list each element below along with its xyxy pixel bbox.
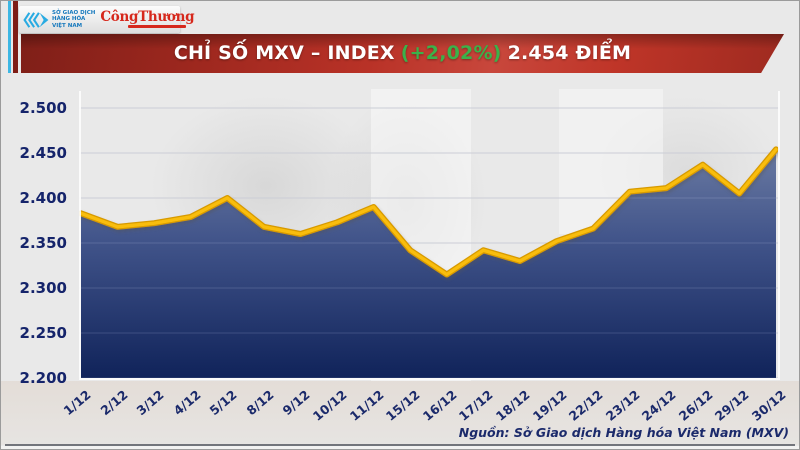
area-chart [79, 91, 780, 380]
chart-plot-area [79, 91, 780, 380]
y-axis-tick-label: 2.450 [19, 144, 67, 162]
chart-title-value: 2.454 ĐIỂM [507, 42, 632, 64]
chart-title-change: (+2,02%) [400, 42, 502, 64]
congthuong-wordmark: CôngThương [100, 8, 195, 25]
mxv-arrow-icon [39, 12, 49, 27]
congthuong-logo: CôngThương [100, 8, 195, 29]
y-axis-tick-label: 2.250 [19, 324, 67, 342]
y-axis-tick-label: 2.200 [19, 369, 67, 387]
logo-bar: SỞ GIAO DỊCH HÀNG HÓA VIỆT NAM CôngThươn… [19, 6, 195, 33]
left-accent-stripe-cyan [8, 1, 11, 73]
y-axis-tick-label: 2.300 [19, 279, 67, 297]
mxv-logo-line: SỞ GIAO DỊCH [52, 10, 96, 17]
mxv-logo-line: HÀNG HÓA [52, 16, 86, 23]
mxv-chevrons-icon [23, 11, 49, 28]
mxv-logo-text: SỞ GIAO DỊCH HÀNG HÓA VIỆT NAM [52, 10, 95, 29]
source-credit: Nguồn: Sở Giao dịch Hàng hóa Việt Nam (M… [458, 425, 789, 440]
bottom-frame-line [5, 444, 795, 446]
title-banner: CHỈ SỐ MXV – INDEX (+2,02%) 2.454 ĐIỂM [21, 34, 784, 73]
congthuong-tagline-bar [128, 25, 187, 29]
mxv-logo: SỞ GIAO DỊCH HÀNG HÓA VIỆT NAM [23, 10, 95, 29]
mxv-logo-line: VIỆT NAM [52, 22, 83, 29]
y-axis-tick-label: 2.400 [19, 189, 67, 207]
y-axis-tick-label: 2.350 [19, 234, 67, 252]
chart-title-main: CHỈ SỐ MXV – INDEX [173, 42, 395, 64]
y-axis-tick-label: 2.500 [19, 99, 67, 117]
bottom-frame-strip [1, 446, 799, 449]
chart-title: CHỈ SỐ MXV – INDEX (+2,02%) 2.454 ĐIỂM [21, 34, 784, 73]
left-accent-stripe-maroon [13, 1, 18, 73]
